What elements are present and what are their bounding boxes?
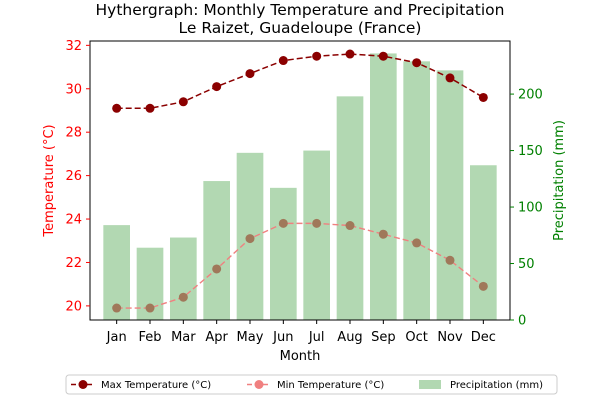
x-tick-label: Jul — [308, 330, 325, 345]
x-tick-label: Apr — [205, 330, 228, 345]
x-tick-label: Feb — [138, 330, 161, 345]
precipitation-bar — [270, 187, 297, 320]
left-y-tick-label: 20 — [65, 299, 82, 314]
min-temperature-point — [245, 234, 255, 244]
x-axis-ticks: Jan Feb Mar Apr May Jun Jul Aug Sep Oct Nov Dec — [106, 320, 496, 345]
max-temperature-point — [112, 103, 122, 113]
precipitation-bar — [203, 181, 230, 320]
legend-label-precipitation: Precipitation (mm) — [450, 380, 543, 391]
x-tick-label: Jun — [272, 330, 293, 345]
max-temperature-point — [278, 56, 288, 66]
left-y-tick-label: 26 — [65, 169, 82, 184]
precipitation-bar — [403, 61, 430, 320]
min-temperature-point — [478, 281, 488, 291]
max-temperature-point — [412, 58, 422, 68]
left-y-tick-label: 24 — [65, 213, 82, 228]
legend-max-marker — [78, 380, 88, 389]
x-tick-label: Aug — [337, 330, 362, 345]
legend-entry-precipitation: Precipitation (mm) — [419, 380, 543, 391]
right-y-axis-label: Precipitation (mm) — [552, 120, 567, 241]
legend-entry-min-temperature: Min Temperature (°C) — [247, 380, 384, 391]
precipitation-bar — [436, 70, 464, 321]
x-tick-label: Nov — [437, 330, 463, 345]
max-temperature-point — [312, 51, 322, 61]
min-temperature-point — [145, 303, 155, 313]
chart-subtitle: Le Raizet, Guadeloupe (France) — [179, 19, 422, 37]
min-temperature-point — [378, 229, 388, 239]
right-y-tick-label: 0 — [518, 314, 526, 329]
min-temperature-line — [116, 222, 484, 309]
precipitation-bar — [336, 96, 364, 320]
min-temperature-series — [112, 218, 488, 313]
max-temperature-point — [212, 82, 222, 92]
max-temperature-point — [345, 49, 355, 59]
x-tick-label: Mar — [171, 330, 196, 345]
precipitation-bars — [103, 53, 497, 321]
legend-entry-max-temperature: Max Temperature (°C) — [71, 380, 211, 391]
max-temperature-series — [112, 49, 488, 113]
max-temperature-point — [478, 92, 488, 102]
legend-label-max-temperature: Max Temperature (°C) — [101, 380, 211, 391]
legend-precipitation-swatch — [419, 380, 441, 389]
min-temperature-point — [212, 264, 222, 274]
min-temperature-point — [178, 292, 188, 302]
precipitation-bar — [303, 150, 330, 320]
min-temperature-point — [412, 238, 422, 248]
x-tick-label: Sep — [371, 330, 396, 345]
x-tick-label: Jan — [106, 330, 127, 345]
x-tick-label: May — [237, 330, 264, 345]
max-temperature-line — [116, 53, 484, 110]
min-temperature-point — [345, 221, 355, 231]
left-y-tick-label: 22 — [65, 256, 82, 271]
left-y-axis-ticks: 20 22 24 26 28 30 32 — [65, 39, 90, 314]
legend-frame — [65, 374, 558, 395]
min-temperature-point — [278, 218, 288, 228]
x-tick-label: Dec — [471, 330, 496, 345]
min-temperature-point — [112, 303, 122, 313]
precipitation-bar — [470, 165, 497, 320]
max-temperature-point — [145, 103, 155, 113]
legend-label-min-temperature: Min Temperature (°C) — [277, 380, 384, 391]
plot-frame — [89, 40, 511, 321]
legend-min-marker — [254, 380, 264, 389]
left-y-tick-label: 32 — [65, 39, 82, 54]
precipitation-bar — [170, 237, 197, 320]
max-temperature-point — [178, 97, 188, 107]
left-y-tick-label: 30 — [65, 82, 82, 97]
min-temperature-point — [312, 218, 322, 228]
x-axis-label: Month — [280, 349, 321, 364]
right-y-tick-label: 150 — [518, 144, 543, 159]
max-temperature-point — [245, 69, 255, 79]
left-y-axis-label: Temperature (°C) — [42, 124, 57, 237]
precipitation-bar — [370, 53, 397, 321]
right-y-axis-ticks: 0 50 100 150 200 — [510, 88, 543, 329]
max-temperature-point — [378, 51, 388, 61]
right-y-tick-label: 50 — [518, 257, 535, 272]
max-temperature-point — [445, 73, 455, 83]
left-y-tick-label: 28 — [65, 126, 82, 141]
chart-legend: Max Temperature (°C) Min Temperature (°C… — [65, 374, 558, 395]
right-y-tick-label: 100 — [518, 201, 543, 216]
right-y-tick-label: 200 — [518, 88, 543, 103]
min-temperature-point — [445, 255, 455, 265]
x-tick-label: Oct — [405, 330, 427, 345]
chart-title: Hythergraph: Monthly Temperature and Pre… — [96, 1, 505, 19]
